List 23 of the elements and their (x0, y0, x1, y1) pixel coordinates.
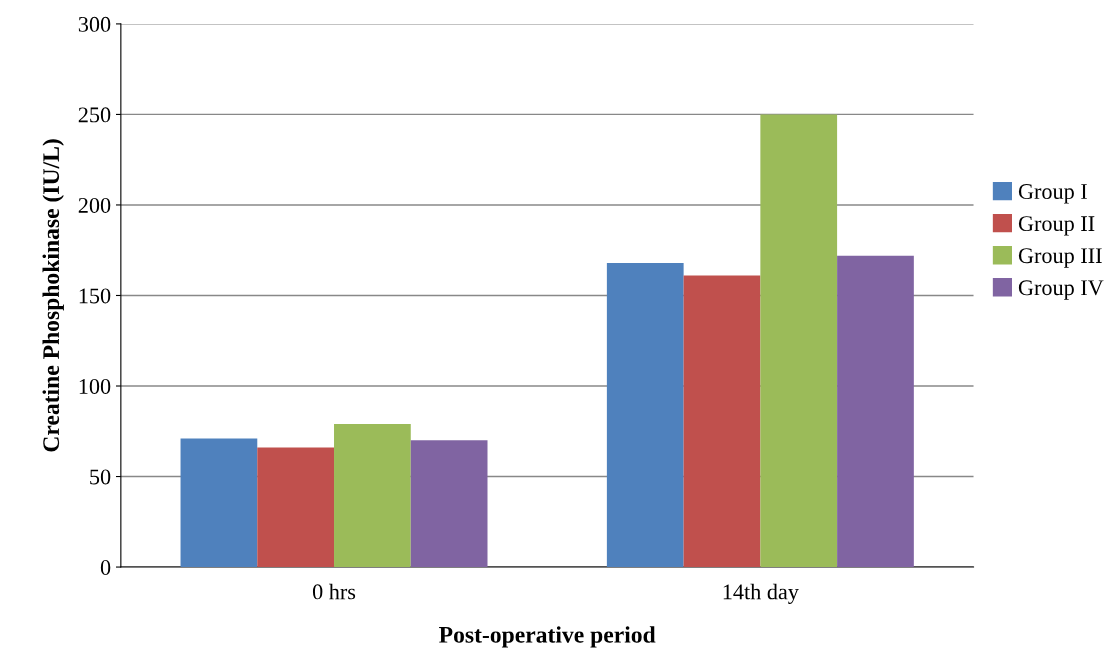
y-tick-label: 300 (78, 16, 111, 32)
legend-label: Group I (1018, 184, 1087, 204)
x-tick-label: 0 hrs (312, 583, 356, 600)
x-tick-label: 14th day (723, 583, 799, 604)
bar (683, 275, 761, 568)
y-tick-label: 250 (78, 107, 111, 123)
bar (257, 447, 335, 568)
legend-label: Group IV (1018, 280, 1104, 300)
y-tick-label: 150 (79, 288, 111, 304)
y-tick-label: 50 (90, 469, 111, 485)
y-tick-label: 0 (100, 559, 111, 575)
bar (837, 255, 914, 568)
bar (606, 262, 684, 568)
bar (180, 438, 258, 568)
legend-label: Group II (1018, 216, 1095, 236)
x-axis-title: Post-operative period (439, 626, 656, 648)
bar (410, 440, 488, 568)
y-tick-label: 100 (79, 378, 111, 394)
bar (334, 424, 411, 568)
y-axis-title: Creatine Phosphokinase (IU/L) (42, 139, 64, 452)
legend-label: Group III (1018, 248, 1102, 268)
bar (760, 114, 838, 568)
y-tick-label: 200 (78, 197, 111, 213)
